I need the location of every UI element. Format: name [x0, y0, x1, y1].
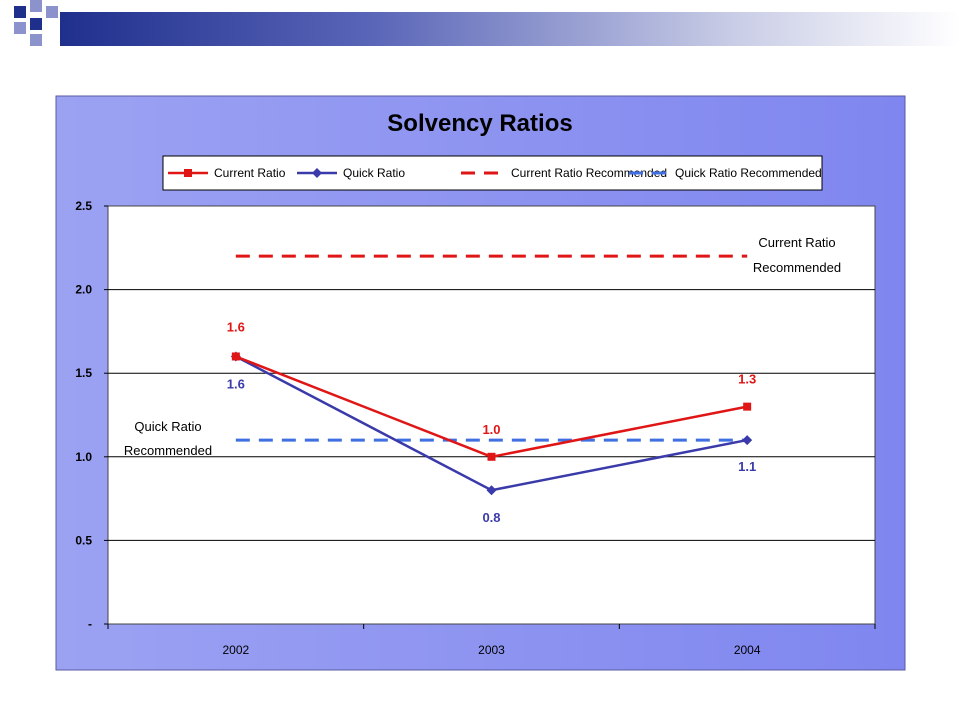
annotation-quick-recommended-line2: Recommended	[124, 443, 212, 458]
data-label-current-ratio: 1.6	[227, 319, 245, 334]
data-point-current-ratio	[231, 352, 240, 361]
annotation-current-recommended-line1: Current Ratio	[758, 235, 835, 250]
header-gradient-bar	[60, 12, 960, 46]
y-tick-label: 2.0	[75, 283, 92, 297]
y-tick-label: 1.5	[75, 366, 92, 380]
data-label-current-ratio: 1.3	[738, 372, 756, 387]
x-tick-label: 2003	[478, 643, 505, 657]
y-tick-label: 2.5	[75, 199, 92, 213]
chart-title: Solvency Ratios	[387, 110, 572, 137]
legend: Current Ratio Quick Ratio Current Ratio Re…	[162, 155, 823, 191]
legend-label-current-ratio-recommended: Current Ratio Recommended	[511, 166, 667, 180]
data-point-quick-ratio	[486, 485, 497, 496]
x-tick-label: 2004	[734, 643, 761, 657]
data-point-quick-ratio	[742, 435, 753, 446]
legend-marker-square	[184, 169, 192, 177]
data-point-current-ratio	[487, 452, 496, 461]
x-tick-label: 2002	[222, 643, 249, 657]
data-label-quick-ratio: 0.8	[482, 510, 500, 525]
data-label-quick-ratio: 1.6	[227, 376, 245, 391]
legend-label-quick-ratio-recommended: Quick Ratio Recommended	[675, 166, 822, 180]
y-tick-label: -	[88, 617, 92, 631]
legend-marker-diamond	[312, 168, 322, 178]
y-tick-label: 0.5	[75, 533, 92, 547]
annotation-current-recommended-line2: Recommended	[753, 260, 841, 275]
legend-label-current-ratio: Current Ratio	[214, 166, 286, 180]
data-label-current-ratio: 1.0	[482, 422, 500, 437]
y-tick-label: 1.0	[75, 450, 92, 464]
data-label-quick-ratio: 1.1	[738, 459, 756, 474]
data-point-current-ratio	[743, 402, 752, 411]
legend-label-quick-ratio: Quick Ratio	[343, 166, 405, 180]
annotation-quick-recommended-line1: Quick Ratio	[134, 419, 201, 434]
plot-area	[107, 205, 876, 625]
